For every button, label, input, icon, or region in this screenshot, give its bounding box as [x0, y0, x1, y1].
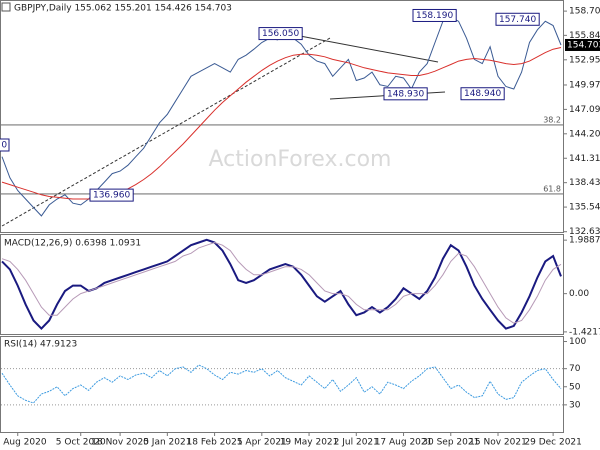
- x-tick-label: 5 Jan 2021: [143, 438, 191, 448]
- annotation-label: 158.190: [416, 11, 453, 21]
- x-tick-label: 18 Feb 2021: [187, 438, 243, 448]
- annotation-box: [0, 138, 10, 152]
- last-price-box: [565, 38, 600, 51]
- x-tick-label: 29 Dec 2021: [524, 438, 582, 448]
- y-tick-label: 138.430: [569, 178, 600, 188]
- y-tick-label: 158.705: [569, 7, 600, 17]
- annotation-box: [89, 188, 134, 202]
- y-tick-label: 149.975: [569, 80, 600, 90]
- y-tick-label: 144.205: [569, 129, 600, 139]
- y-tick-label: 100: [569, 337, 586, 347]
- annotation-label: 0: [1, 141, 7, 151]
- chart-title: GBPJPY,Daily 155.062 155.201 154.426 154…: [14, 4, 232, 14]
- y-tick-label: 141.315: [569, 154, 600, 164]
- annotation-label: 156.050: [262, 29, 299, 39]
- annotation-box: [412, 8, 457, 22]
- macd-title: MACD(12,26,9) 0.6398 1.0931: [4, 239, 141, 249]
- watermark: ActionForex.com: [209, 147, 392, 172]
- trend-line: [1, 37, 331, 227]
- series-line: [1, 364, 562, 404]
- x-tick-label: 5 Oct 2020: [56, 438, 106, 448]
- annotation-label: 148.930: [387, 89, 424, 99]
- x-tick-label: 5 Apr 2021: [237, 438, 287, 448]
- annotation-box: [495, 12, 540, 26]
- y-tick-label: -1.4217: [569, 327, 600, 337]
- symbol-icon: [1, 2, 11, 12]
- y-tick-label: 135.545: [569, 203, 600, 213]
- last-price-label: 154.703: [567, 40, 600, 50]
- y-tick-label: 30: [569, 400, 581, 410]
- annotation-label: 136.960: [93, 191, 130, 201]
- fib-label: 61.8: [543, 184, 561, 193]
- macd-panel: [0, 234, 564, 335]
- annotation-box: [383, 87, 428, 101]
- y-tick-label: 155.840: [569, 31, 600, 41]
- annotation-label: 157.740: [499, 15, 536, 25]
- rsi-panel: [0, 336, 564, 433]
- x-tick-label: 15 Nov 2021: [469, 438, 527, 448]
- annotation-box: [460, 87, 505, 101]
- annotation-box: [258, 27, 303, 41]
- y-tick-label: 70: [569, 364, 581, 374]
- y-tick-label: 152.950: [569, 55, 600, 65]
- x-tick-label: 19 May 2021: [280, 438, 339, 448]
- x-tick-label: 2 Jul 2021: [334, 438, 379, 448]
- x-tick-label: 20 Aug 2020: [0, 438, 47, 448]
- annotation-label: 148.940: [464, 89, 501, 99]
- rsi-title: RSI(14) 47.9123: [4, 340, 77, 350]
- series-line: [1, 241, 562, 324]
- triangle-upper: [299, 35, 439, 63]
- x-tick-label: 17 Aug 2021: [375, 438, 433, 448]
- y-tick-label: 132.635: [569, 227, 600, 237]
- y-tick-label: 147.090: [569, 105, 600, 115]
- y-tick-label: 0.00: [569, 289, 589, 299]
- x-tick-label: 30 Sep 2021: [422, 438, 479, 448]
- y-tick-label: 50: [569, 382, 581, 392]
- x-tick-label: 18 Nov 2020: [91, 438, 149, 448]
- fib-label: 38.2: [543, 115, 561, 124]
- price-panel: [0, 0, 564, 233]
- y-tick-label: 1.9887: [569, 236, 600, 246]
